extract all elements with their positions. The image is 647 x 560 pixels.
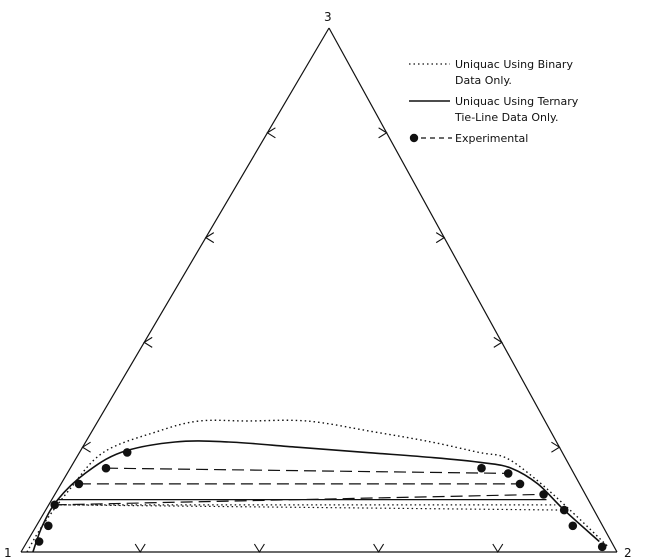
- tick-left-4: [266, 127, 276, 139]
- experimental-point-13: [597, 542, 607, 552]
- tie-lines: [54, 467, 565, 511]
- experimental-point-10: [539, 490, 548, 499]
- experimental-point-12: [568, 521, 578, 531]
- tick-left-3: [204, 232, 215, 244]
- axis-ticks: [81, 127, 561, 554]
- triangle-frame: [20, 27, 618, 553]
- experimental-point-1: [34, 537, 44, 546]
- ternary-fit-curve: [32, 440, 600, 553]
- tick-bottom-2: [253, 543, 265, 554]
- experimental-point-2: [44, 521, 53, 531]
- legend-entry-2-line-2: Tie-Line Data Only.: [454, 111, 558, 124]
- tick-bottom-1: [134, 543, 146, 554]
- experimental-point-4: [74, 479, 84, 489]
- tie-line-6: [60, 504, 565, 511]
- axis-left: [20, 27, 330, 553]
- tie-line-2: [106, 467, 509, 474]
- legend-entry-3-line-1: Experimental: [455, 132, 528, 145]
- experimental-point-11: [559, 505, 569, 515]
- legend-entry-2-line-1: Uniquac Using Ternary: [455, 95, 579, 108]
- legend-entry-1-line-2: Data Only.: [455, 74, 512, 87]
- tick-right-3: [435, 232, 446, 244]
- legend: Uniquac Using Binary Data Only. Uniquac …: [409, 58, 579, 145]
- tick-right-1: [551, 441, 561, 453]
- experimental-point-8: [503, 469, 513, 478]
- tick-left-1: [81, 441, 91, 453]
- tick-bottom-3: [373, 543, 385, 554]
- axis-right: [328, 27, 618, 553]
- experimental-point-7: [477, 463, 486, 473]
- series-curves: [26, 419, 609, 553]
- vertex-label-left: 1: [4, 546, 12, 560]
- experimental-point-6: [122, 448, 132, 457]
- tick-right-2: [493, 336, 503, 348]
- legend-swatch-marker: [409, 133, 419, 143]
- tick-left-2: [143, 336, 153, 348]
- tick-right-4: [378, 127, 388, 139]
- experimental-point-9: [515, 479, 525, 489]
- legend-entry-1-line-1: Uniquac Using Binary: [455, 58, 573, 71]
- tick-bottom-4: [492, 543, 504, 554]
- vertex-label-top: 3: [324, 10, 332, 24]
- experimental-point-3: [50, 500, 59, 510]
- experimental-markers: [34, 448, 607, 552]
- vertex-label-right: 2: [624, 546, 632, 560]
- experimental-point-5: [101, 463, 111, 473]
